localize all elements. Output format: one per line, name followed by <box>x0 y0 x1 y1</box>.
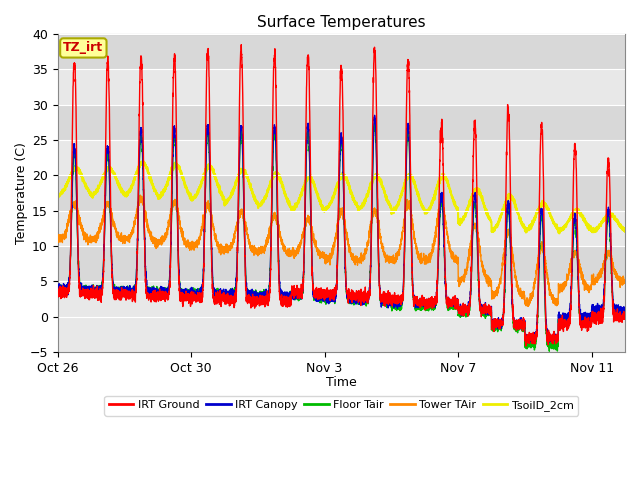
Bar <box>58 34 625 69</box>
Title: Surface Temperatures: Surface Temperatures <box>257 15 426 30</box>
Legend: IRT Ground, IRT Canopy, Floor Tair, Tower TAir, TsoilD_2cm: IRT Ground, IRT Canopy, Floor Tair, Towe… <box>104 396 578 416</box>
Y-axis label: Temperature (C): Temperature (C) <box>15 142 28 244</box>
Bar <box>58 246 625 281</box>
Bar <box>58 105 625 140</box>
Text: TZ_irt: TZ_irt <box>63 41 104 54</box>
X-axis label: Time: Time <box>326 376 356 389</box>
Bar <box>58 175 625 211</box>
